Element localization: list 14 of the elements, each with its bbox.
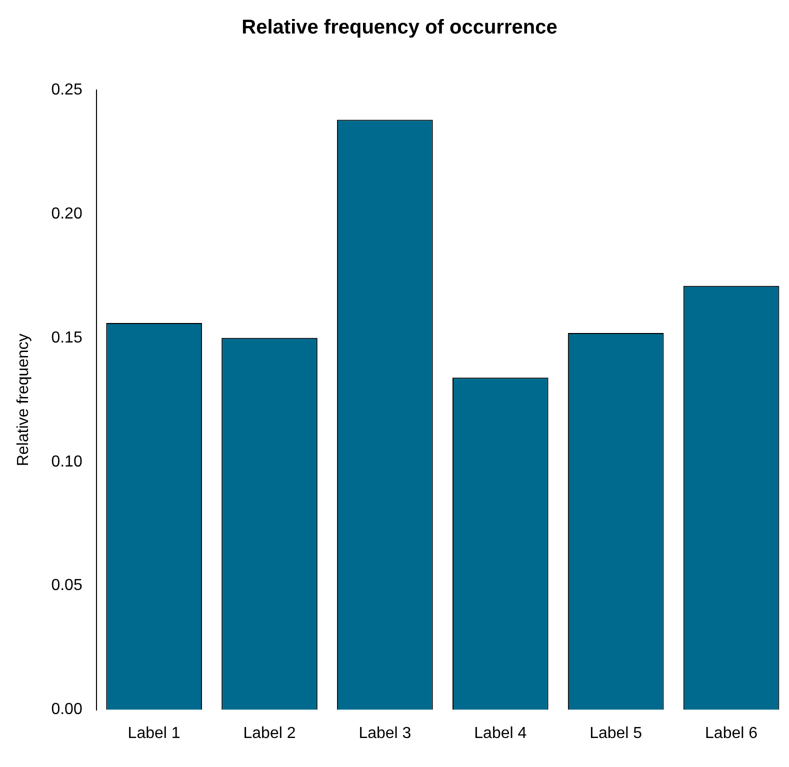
y-tick-label: 0.25 [51,81,82,98]
y-tick-label: 0.20 [51,205,82,222]
y-axis-title: Relative frequency [15,334,32,466]
y-tick-label: 0.10 [51,453,82,470]
x-tick-label: Label 6 [705,724,758,742]
y-tick-label: 0.15 [51,329,82,346]
y-tick-label: 0.05 [51,577,82,594]
x-tick-label: Label 1 [128,724,180,742]
x-tick-label: Label 5 [590,724,642,742]
chart-title: Relative frequency of occurrence [242,16,558,39]
x-tick-label: Label 2 [243,724,296,742]
x-tick-label: Label 3 [358,724,412,742]
y-tick-label: 0.00 [51,701,82,718]
x-tick-label: Label 4 [474,724,527,742]
